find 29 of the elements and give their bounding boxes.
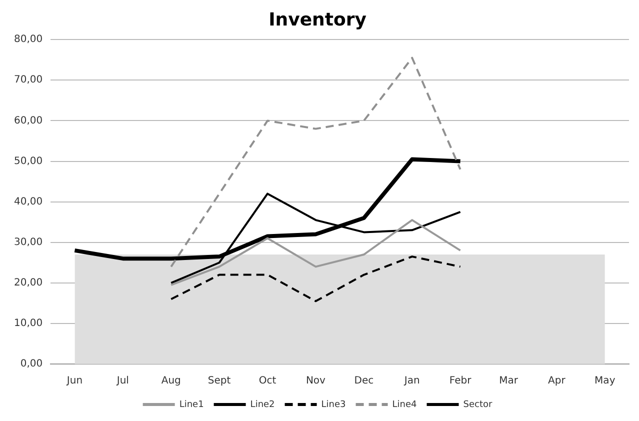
x-tick-label: May	[594, 376, 616, 387]
x-tick-label: Apr	[548, 376, 566, 387]
line-series	[170, 256, 462, 302]
x-tick-label: Jul	[116, 376, 129, 387]
y-tick-label: 50,00	[14, 156, 43, 167]
chart-title: Inventory	[268, 9, 367, 30]
y-tick-label: 70,00	[14, 74, 43, 86]
legend-label: Line1	[179, 400, 204, 410]
legend-label: Line4	[392, 400, 418, 410]
x-tick-label: Aug	[161, 376, 181, 387]
x-tick-label: Oct	[258, 376, 276, 387]
legend-label: Sector	[463, 400, 492, 410]
y-tick-label: 80,00	[14, 34, 43, 46]
x-tick-label: Nov	[306, 376, 326, 387]
y-tick-label: 30,00	[14, 236, 43, 248]
x-tick-label: Jan	[403, 376, 420, 387]
x-tick-label: Sept	[208, 376, 231, 387]
line-series	[170, 56, 462, 268]
x-tick-label: Dec	[354, 376, 374, 387]
legend-label: Line3	[321, 400, 346, 410]
x-tick-label: Jun	[66, 376, 83, 387]
x-tick-label: Mar	[499, 376, 519, 387]
y-tick-label: 40,00	[14, 196, 43, 208]
y-tick-label: 10,00	[14, 318, 43, 330]
x-tick-label: Febr	[449, 376, 472, 387]
y-tick-label: 20,00	[14, 277, 43, 288]
legend-label: Line2	[250, 400, 275, 410]
y-tick-label: 60,00	[14, 115, 43, 126]
y-tick-label: 0,00	[20, 358, 43, 370]
